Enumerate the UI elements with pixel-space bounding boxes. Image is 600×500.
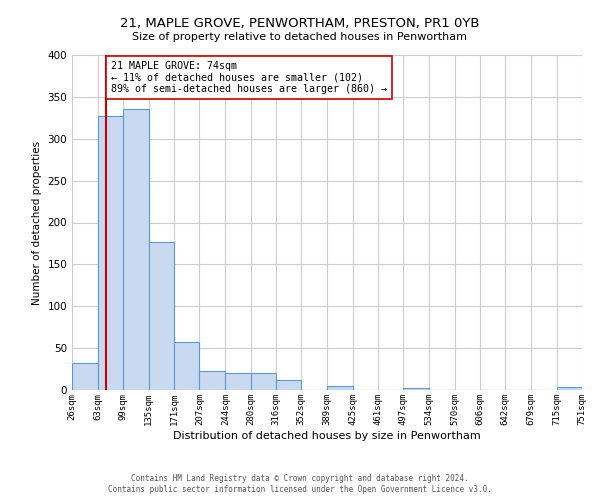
Bar (149, 242, 174, 390)
Bar (174, 342, 199, 390)
Text: 21, MAPLE GROVE, PENWORTHAM, PRESTON, PR1 0YB: 21, MAPLE GROVE, PENWORTHAM, PRESTON, PR… (120, 18, 480, 30)
Bar (226, 373, 251, 390)
Bar (328, 386, 353, 390)
Bar (124, 110, 149, 390)
Bar (98, 116, 124, 390)
Bar (199, 370, 226, 390)
Bar (251, 373, 276, 390)
Bar (276, 380, 301, 390)
Bar (557, 386, 582, 390)
Y-axis label: Number of detached properties: Number of detached properties (32, 140, 42, 304)
Text: 21 MAPLE GROVE: 74sqm
← 11% of detached houses are smaller (102)
89% of semi-det: 21 MAPLE GROVE: 74sqm ← 11% of detached … (112, 61, 388, 94)
Bar (72, 363, 98, 390)
Bar (403, 388, 430, 390)
Text: Contains HM Land Registry data © Crown copyright and database right 2024.
Contai: Contains HM Land Registry data © Crown c… (108, 474, 492, 494)
X-axis label: Distribution of detached houses by size in Penwortham: Distribution of detached houses by size … (173, 430, 481, 440)
Text: Size of property relative to detached houses in Penwortham: Size of property relative to detached ho… (133, 32, 467, 42)
